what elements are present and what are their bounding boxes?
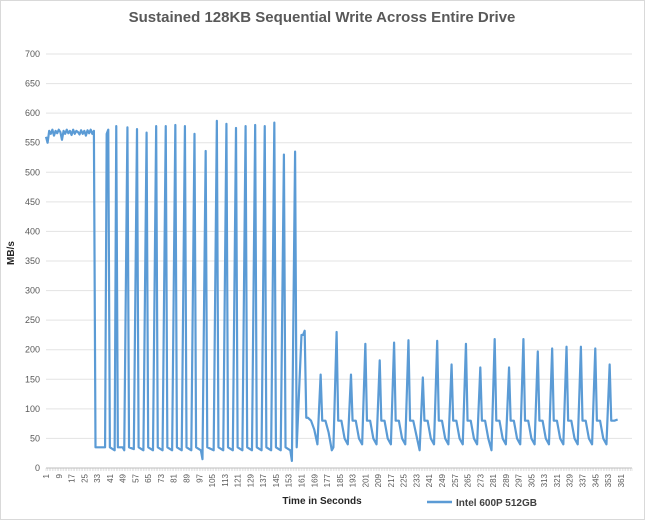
series-group	[44, 119, 619, 462]
y-tick-label: 100	[25, 404, 40, 414]
y-tick-label: 350	[25, 256, 40, 266]
x-tick-label: 121	[234, 473, 243, 487]
x-tick-label: 313	[540, 473, 549, 487]
x-tick-label: 73	[157, 473, 166, 482]
x-tick-label: 153	[285, 473, 294, 487]
x-tick-label: 265	[464, 473, 473, 487]
x-tick-label: 281	[489, 473, 498, 487]
y-tick-label: 450	[25, 197, 40, 207]
y-tick-label: 650	[25, 79, 40, 89]
y-tick-label: 200	[25, 345, 40, 355]
x-tick-label: 305	[527, 473, 536, 487]
x-tick-label: 185	[336, 473, 345, 487]
x-tick-label: 17	[68, 473, 77, 482]
x-tick-label: 129	[246, 473, 255, 487]
x-tick-label: 97	[195, 473, 204, 482]
y-axis-title: MB/s	[6, 241, 17, 265]
x-tick-label: 297	[515, 473, 524, 487]
y-tick-label: 0	[35, 463, 40, 473]
x-tick-label: 273	[476, 473, 485, 487]
y-tick-label: 300	[25, 286, 40, 296]
x-tick-label: 321	[553, 473, 562, 487]
x-tick-label: 145	[272, 473, 281, 487]
x-tick-label: 41	[106, 473, 115, 482]
y-tick-label: 250	[25, 315, 40, 325]
x-tick-label: 1	[42, 473, 51, 478]
y-tick-label: 600	[25, 108, 40, 118]
x-axis-title: Time in Seconds	[282, 496, 362, 507]
x-tick-label: 201	[361, 473, 370, 487]
x-tick-label: 137	[259, 473, 268, 487]
x-tick-label: 353	[604, 473, 613, 487]
series-line-0	[44, 119, 619, 462]
x-tick-label: 289	[502, 473, 511, 487]
x-tick-label: 177	[323, 473, 332, 487]
x-tick-label: 89	[183, 473, 192, 482]
x-tick-label: 209	[374, 473, 383, 487]
x-tick-label: 329	[566, 473, 575, 487]
x-tick-label: 105	[208, 473, 217, 487]
x-tick-label: 345	[591, 473, 600, 487]
y-tick-label: 500	[25, 167, 40, 177]
x-tick-label: 225	[400, 473, 409, 487]
y-tick-label: 700	[25, 49, 40, 59]
x-tick-label: 169	[310, 473, 319, 487]
x-tick-labels: 1 9 17 25 33 41 49 57 65 73 81 89 97 105 113 121 129 137 1…	[42, 468, 633, 487]
x-tick-label: 233	[412, 473, 421, 487]
x-tick-label: 217	[387, 473, 396, 487]
x-tick-label: 249	[438, 473, 447, 487]
y-tick-label: 550	[25, 138, 40, 148]
x-tick-label: 9	[55, 473, 64, 478]
x-tick-label: 361	[617, 473, 626, 487]
y-tick-label: 150	[25, 374, 40, 384]
x-tick-label: 241	[425, 473, 434, 487]
x-tick-label: 57	[131, 473, 140, 482]
y-tick-label: 400	[25, 226, 40, 236]
x-tick-label: 49	[119, 473, 128, 482]
x-tick-label: 193	[349, 473, 358, 487]
legend: Intel 600P 512GB	[427, 498, 537, 509]
legend-label: Intel 600P 512GB	[456, 498, 537, 509]
x-tick-label: 25	[80, 473, 89, 482]
y-tick-labels: 0 50 100 150 200 250 300 350 400 450 500 550 600 650 7…	[25, 49, 40, 473]
x-tick-label: 257	[451, 473, 460, 487]
x-tick-label: 337	[579, 473, 588, 487]
y-tick-label: 50	[30, 433, 40, 443]
x-tick-label: 65	[144, 473, 153, 482]
chart-title: Sustained 128KB Sequential Write Across …	[129, 9, 516, 26]
x-tick-label: 33	[93, 473, 102, 482]
x-tick-label: 113	[221, 473, 230, 486]
x-tick-label: 161	[297, 473, 306, 487]
x-tick-label: 81	[170, 473, 179, 482]
